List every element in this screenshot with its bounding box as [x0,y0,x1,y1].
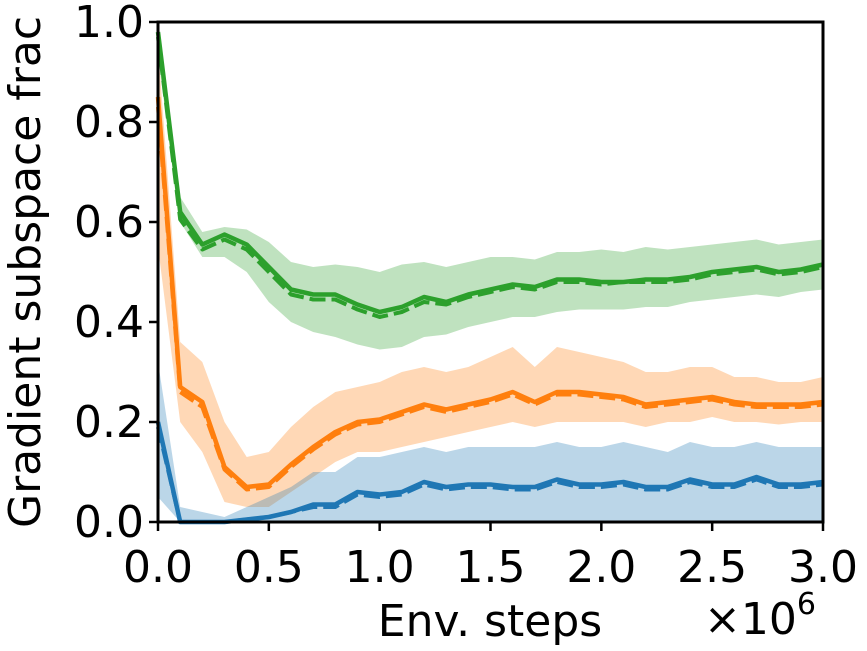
series-0-dashed-line [156,36,824,319]
x-tick-label: 0.0 [123,542,193,593]
y-tick-label: 0.6 [74,197,144,248]
y-tick-label: 0.0 [74,497,144,548]
x-tick-label: 1.5 [456,542,526,593]
y-tick-label: 1.0 [74,0,144,48]
x-axis-ticks: 0.0 0.5 1.0 1.5 2.0 2.5 3.0 [123,522,858,593]
x-tick-label: 2.5 [677,542,747,593]
x-tick-label: 3.0 [788,542,858,593]
y-axis-label: Gradient subspace frac [0,16,51,528]
series-1-band [158,47,823,507]
x-axis-label: Env. steps [378,596,602,647]
y-axis-ticks: 0.0 0.2 0.4 0.6 0.8 1.0 [74,0,158,548]
confidence-bands [158,22,823,522]
y-tick-label: 0.2 [74,397,144,448]
x-tick-label: 0.5 [234,542,304,593]
x-tick-label: 2.0 [566,542,636,593]
series-2-band [158,362,823,522]
series-2-line [155,421,824,525]
x-axis-multiplier-base: ×10 [704,594,797,645]
series-0-band [158,22,823,350]
x-axis-multiplier: ×106 [704,587,816,645]
x-tick-label: 1.0 [345,542,415,593]
y-tick-label: 0.8 [74,97,144,148]
y-tick-label: 0.4 [74,297,144,348]
series-lines [155,31,824,525]
series-0-line [155,31,824,315]
x-axis-multiplier-exponent: 6 [797,587,816,622]
series-1-line [155,96,824,490]
series-1-dashed-line [156,106,824,492]
